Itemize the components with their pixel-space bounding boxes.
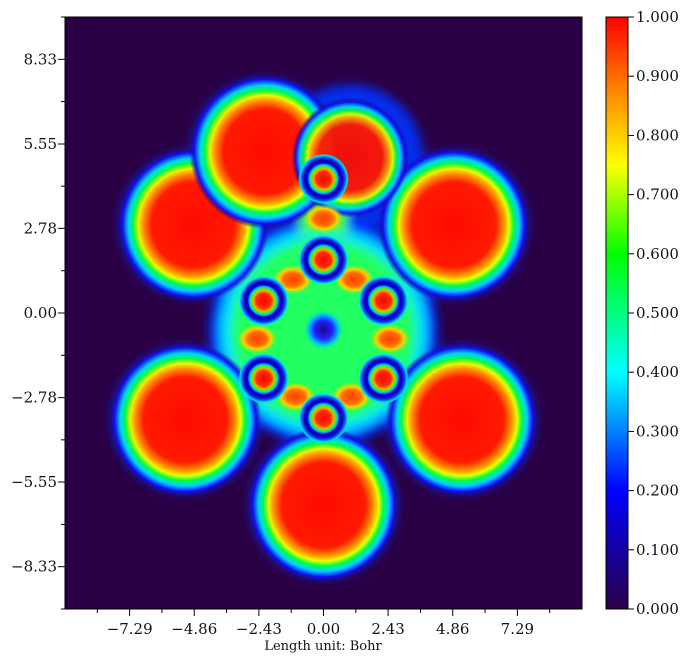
x-tick-label: −4.86 <box>171 620 217 638</box>
colorbar-tick-label: 0.800 <box>636 126 679 144</box>
y-axis: 8.33 5.55 2.78 0.00 −2.78 −5.55 −8.33 <box>11 16 65 610</box>
bond-density <box>303 203 344 234</box>
ring-center <box>303 309 344 350</box>
x-axis: −7.29 −4.86 −2.43 0.00 2.43 4.86 7.29 <box>96 609 551 638</box>
x-tick-label: 2.43 <box>371 620 404 638</box>
atom-core <box>298 153 349 205</box>
atom-core <box>298 234 349 285</box>
y-tick-label: 8.33 <box>24 50 57 68</box>
colorbar-tick-label: 0.700 <box>636 186 679 204</box>
colorbar-tick-label: 0.500 <box>636 304 679 322</box>
bond-density <box>237 324 277 354</box>
x-axis-label: Length unit: Bohr <box>264 639 382 654</box>
heatmap-field <box>109 74 538 583</box>
colorbar-tick-label: 0.600 <box>636 245 679 263</box>
colorbar-axis: 0.000 0.100 0.200 0.300 0.400 0.500 0.600 0.700… <box>628 8 679 618</box>
y-tick-label: −8.33 <box>11 558 57 576</box>
colorbar-tick-label: 0.400 <box>636 363 679 381</box>
y-tick-label: −2.78 <box>11 389 57 407</box>
colorbar-tick-label: 0.000 <box>636 600 679 618</box>
density-lobe <box>109 342 262 497</box>
colorbar-tick-label: 0.100 <box>636 541 679 559</box>
colorbar-tick-label: 0.300 <box>636 422 679 440</box>
colorbar-tick-label: 0.200 <box>636 482 679 500</box>
x-tick-label: −7.29 <box>107 620 153 638</box>
x-tick-label: 4.86 <box>436 620 469 638</box>
density-lobe <box>378 147 530 302</box>
atom-core <box>358 275 409 327</box>
x-tick-label: 0.00 <box>307 620 340 638</box>
bond-density <box>370 324 410 354</box>
colorbar-tick-label: 1.000 <box>636 8 679 26</box>
y-tick-label: −5.55 <box>11 473 57 491</box>
atom-core <box>298 392 349 444</box>
atom-core <box>238 275 289 327</box>
x-tick-label: −2.43 <box>236 620 282 638</box>
y-tick-label: 0.00 <box>24 304 57 322</box>
atom-core <box>238 353 289 404</box>
density-lobe <box>247 427 400 583</box>
colorbar <box>606 17 628 609</box>
colorbar-tick-label: 0.900 <box>636 67 679 85</box>
atom-core <box>358 353 409 404</box>
y-tick-label: 5.55 <box>24 135 57 153</box>
x-tick-label: 7.29 <box>501 620 534 638</box>
y-tick-label: 2.78 <box>24 219 57 237</box>
density-lobe <box>385 342 538 497</box>
